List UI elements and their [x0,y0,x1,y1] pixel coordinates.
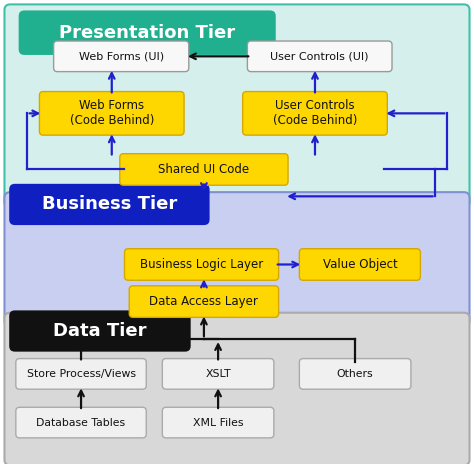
FancyBboxPatch shape [300,359,411,389]
FancyBboxPatch shape [162,359,274,389]
FancyBboxPatch shape [300,249,420,280]
Text: User Controls (UI): User Controls (UI) [271,51,369,61]
Text: Value Object: Value Object [322,258,397,271]
FancyBboxPatch shape [16,359,146,389]
Text: XML Files: XML Files [193,418,243,428]
Text: XSLT: XSLT [205,369,231,379]
Text: Shared UI Code: Shared UI Code [158,163,249,176]
FancyBboxPatch shape [9,184,210,225]
FancyBboxPatch shape [9,310,191,352]
Text: Business Tier: Business Tier [42,195,177,213]
Text: Database Tables: Database Tables [36,418,126,428]
FancyBboxPatch shape [16,407,146,438]
FancyBboxPatch shape [162,407,274,438]
FancyBboxPatch shape [18,10,276,55]
Text: Others: Others [337,369,374,379]
FancyBboxPatch shape [243,92,387,135]
FancyBboxPatch shape [247,41,392,72]
FancyBboxPatch shape [39,92,184,135]
Text: Data Access Layer: Data Access Layer [149,295,258,308]
Text: Web Forms
(Code Behind): Web Forms (Code Behind) [70,100,154,127]
FancyBboxPatch shape [4,192,470,326]
FancyBboxPatch shape [54,41,189,72]
Text: Business Logic Layer: Business Logic Layer [140,258,263,271]
Text: User Controls
(Code Behind): User Controls (Code Behind) [273,100,357,127]
Text: Presentation Tier: Presentation Tier [59,24,235,42]
FancyBboxPatch shape [4,4,470,208]
FancyBboxPatch shape [125,249,279,280]
FancyBboxPatch shape [129,286,279,317]
Text: Store Process/Views: Store Process/Views [27,369,136,379]
Text: Web Forms (UI): Web Forms (UI) [79,51,164,61]
FancyBboxPatch shape [4,312,470,465]
FancyBboxPatch shape [120,154,288,185]
Text: Data Tier: Data Tier [53,322,146,340]
